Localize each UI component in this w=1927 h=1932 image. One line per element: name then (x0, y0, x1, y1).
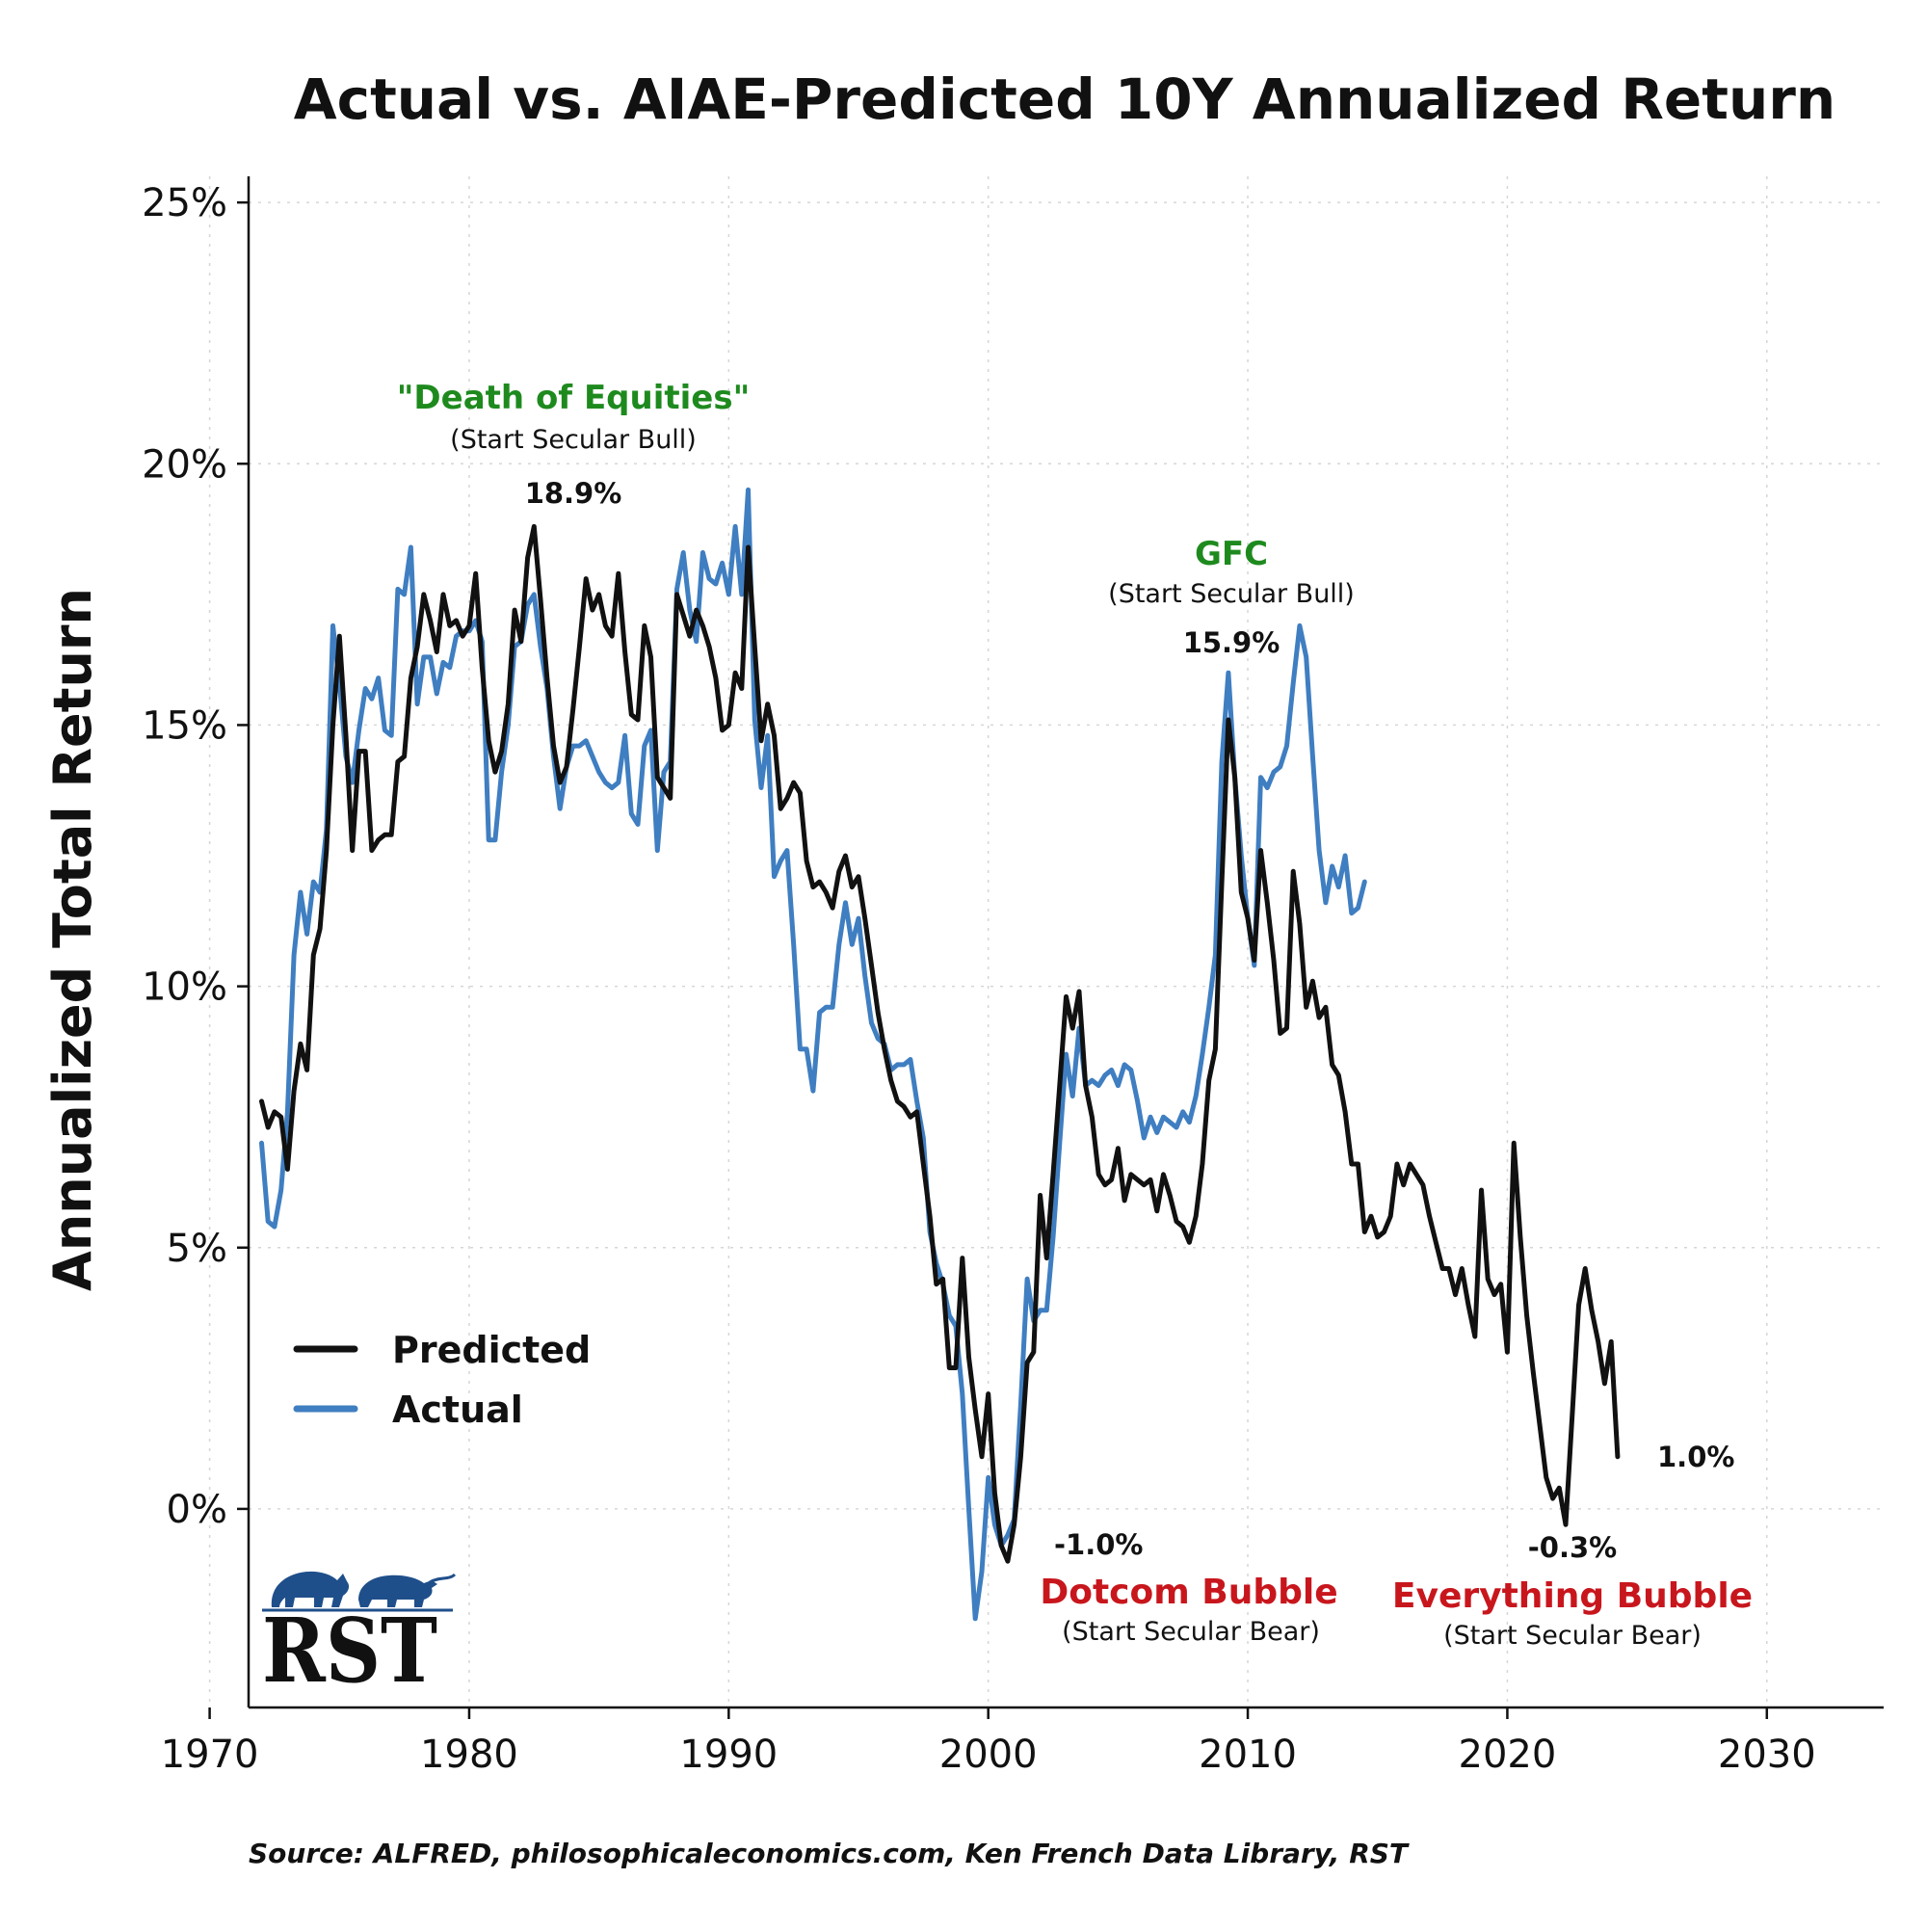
y-tick-label: 20% (142, 442, 227, 487)
legend-label-actual: Actual (392, 1389, 523, 1431)
x-tick-label: 2030 (1718, 1733, 1816, 1777)
series-line-predicted (259, 523, 1621, 1564)
series (259, 487, 1621, 1622)
annotation-everything-sub: (Start Secular Bear) (1443, 1621, 1702, 1651)
bull-icon (358, 1573, 457, 1607)
series-line-actual (259, 487, 1367, 1622)
y-tick-label: 15% (142, 703, 227, 748)
annotation-gfc-title: GFC (1195, 535, 1268, 573)
legend-label-predicted: Predicted (392, 1329, 591, 1371)
annotation-everything-title: Everything Bubble (1392, 1576, 1753, 1616)
rst-logo: RST (262, 1571, 457, 1703)
chart-title: Actual vs. AIAE-Predicted 10Y Annualized… (294, 66, 1835, 132)
annotation-gfc-sub: (Start Secular Bull) (1108, 579, 1355, 609)
annotation-dotcom-title: Dotcom Bubble (1040, 1573, 1337, 1612)
logo-text: RST (262, 1599, 437, 1703)
y-tick-label: 25% (142, 181, 227, 225)
annotation-death-title: "Death of Equities" (397, 379, 751, 417)
annotation-everything-value: -0.3% (1528, 1531, 1617, 1564)
annotation-dotcom-value: -1.0% (1054, 1528, 1143, 1561)
annotation-gfc-value: 15.9% (1183, 626, 1280, 659)
axes (247, 176, 1884, 1709)
y-axis-label: Annualized Total Return (42, 588, 103, 1291)
annotation-death-value: 18.9% (525, 477, 622, 510)
annotation-gfc: GFC (Start Secular Bull) 15.9% (1108, 535, 1355, 659)
y-tick-label: 10% (142, 966, 227, 1010)
annotation-dotcom-sub: (Start Secular Bear) (1062, 1617, 1320, 1647)
x-tick-label: 1980 (420, 1733, 518, 1777)
annotation-everything-bubble: -0.3% Everything Bubble (Start Secular B… (1392, 1531, 1753, 1651)
annotation-death-sub: (Start Secular Bull) (450, 425, 697, 455)
annotation-latest-value: 1.0% (1657, 1441, 1734, 1473)
x-tick-label: 2000 (939, 1733, 1038, 1777)
x-tick-label: 2010 (1199, 1733, 1297, 1777)
x-tick-label: 2020 (1459, 1733, 1557, 1777)
x-tick-label: 1970 (161, 1733, 259, 1777)
x-tick-label: 1990 (679, 1733, 778, 1777)
bear-icon (271, 1571, 350, 1607)
annotation-dotcom: -1.0% Dotcom Bubble (Start Secular Bear) (1040, 1528, 1337, 1647)
y-tick-label: 0% (167, 1488, 227, 1532)
y-tick-label: 5% (167, 1227, 227, 1271)
grid (208, 176, 1884, 1707)
annotation-death-of-equities: "Death of Equities" (Start Secular Bull)… (397, 379, 751, 510)
legend: Predicted Actual (293, 1329, 591, 1431)
tick-labels: 0% 5% 10% 15% 20% 25% 1970 1980 1990 2000 2010 2020… (142, 181, 1816, 1777)
source-note: Source: ALFRED, philosophicaleconomics.c… (249, 1838, 1410, 1869)
